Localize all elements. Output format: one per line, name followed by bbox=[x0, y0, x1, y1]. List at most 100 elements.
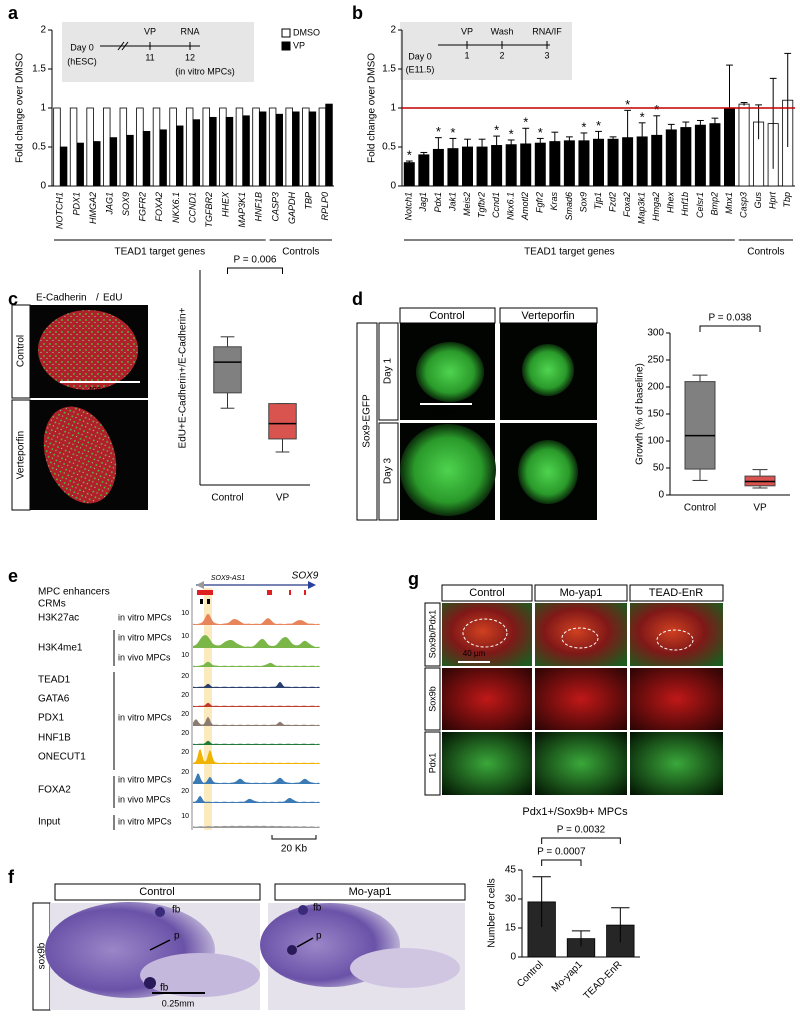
x-tick-label: Fzd2 bbox=[607, 192, 617, 212]
label: Sox9b/Pdx1 bbox=[427, 610, 437, 659]
timeline-label: Day 0 bbox=[70, 42, 94, 52]
bar bbox=[607, 138, 619, 187]
box bbox=[684, 381, 716, 470]
label: in vivo MPCs bbox=[118, 652, 171, 662]
bar bbox=[285, 107, 293, 187]
y-tick-label: 2 bbox=[40, 25, 46, 36]
x-tick-label: Celsr1 bbox=[695, 192, 705, 218]
label: fb bbox=[160, 983, 169, 994]
highlight bbox=[204, 588, 212, 830]
label: Control bbox=[16, 335, 27, 367]
bar bbox=[418, 154, 430, 187]
x-tick-label: Control bbox=[684, 503, 716, 514]
panel-letter: e bbox=[8, 566, 18, 586]
x-tick-label: Sox9 bbox=[578, 192, 588, 213]
crm bbox=[200, 599, 203, 604]
bar bbox=[192, 119, 201, 187]
bar bbox=[235, 107, 244, 187]
column-label-box bbox=[629, 584, 724, 602]
embryo bbox=[350, 948, 460, 988]
bar bbox=[185, 107, 194, 187]
significance-star: * bbox=[596, 118, 601, 133]
y-axis-label: Number of cells bbox=[487, 878, 498, 947]
explant bbox=[416, 342, 484, 402]
x-tick-label: HNF1B bbox=[254, 192, 264, 222]
x-tick-label: JAG1 bbox=[104, 192, 114, 216]
x-tick-label: Hprt bbox=[768, 192, 778, 210]
panel-letter: g bbox=[408, 569, 419, 589]
y-tick-label: 0 bbox=[390, 181, 396, 192]
timeline-break bbox=[121, 41, 129, 51]
bar bbox=[505, 144, 517, 187]
label: H3K27ac bbox=[38, 613, 79, 624]
label: in vitro MPCs bbox=[118, 816, 172, 826]
track-scale: 20 bbox=[181, 673, 189, 680]
label: Sox9b bbox=[427, 686, 437, 712]
label: MPC enhancers bbox=[38, 587, 110, 598]
y-tick-label: 2 bbox=[390, 25, 396, 36]
y-axis-label: Fold change over DMSO bbox=[15, 53, 26, 163]
signal-track bbox=[193, 773, 320, 784]
x-tick-label: Tjp1 bbox=[593, 192, 603, 210]
signal-track bbox=[193, 716, 320, 726]
track-scale: 20 bbox=[181, 769, 189, 776]
label: HNF1B bbox=[38, 733, 71, 744]
y-tick-label: 30 bbox=[505, 894, 517, 905]
significance-star: * bbox=[450, 125, 455, 140]
label: Control bbox=[429, 310, 464, 322]
micrograph bbox=[442, 668, 532, 730]
panel-letter: c bbox=[8, 289, 18, 309]
x-tick-label: Control bbox=[515, 959, 546, 990]
stain bbox=[155, 907, 165, 917]
x-tick-label: RPLP0 bbox=[320, 192, 330, 221]
bar bbox=[318, 107, 327, 187]
bar bbox=[109, 137, 118, 187]
bar bbox=[176, 125, 184, 187]
x-tick-label: CASP3 bbox=[270, 192, 280, 222]
x-tick-label: TGFBR2 bbox=[204, 192, 214, 228]
y-tick-label: 0 bbox=[40, 181, 46, 192]
bar bbox=[126, 134, 134, 187]
timeline-label: (hESC) bbox=[67, 56, 97, 66]
x-tick-label: FOXA2 bbox=[154, 192, 164, 222]
significance-star: * bbox=[436, 124, 441, 139]
label: H3K4me1 bbox=[38, 643, 83, 654]
x-tick-label: Hhex bbox=[666, 192, 676, 214]
timeline-label: (E11.5) bbox=[406, 64, 435, 74]
x-tick-label: SOX9 bbox=[121, 192, 131, 216]
outline bbox=[656, 629, 694, 651]
outline bbox=[561, 627, 599, 649]
bar bbox=[93, 141, 101, 187]
bar bbox=[302, 107, 310, 187]
x-tick-label: Smad6 bbox=[564, 192, 574, 221]
track-scale: 20 bbox=[181, 711, 189, 718]
label: in vitro MPCs bbox=[118, 712, 172, 722]
bar bbox=[159, 129, 167, 187]
y-tick-label: 45 bbox=[505, 865, 517, 876]
bar bbox=[142, 130, 151, 187]
x-tick-label: NKX6.1 bbox=[171, 192, 181, 223]
timeline-label: Day 0 bbox=[408, 51, 432, 61]
legend-label: DMSO bbox=[293, 27, 320, 37]
bar bbox=[59, 146, 68, 187]
bar bbox=[308, 111, 317, 187]
label: Sox9-EGFP bbox=[362, 394, 373, 448]
x-tick-label: Tbp bbox=[782, 192, 792, 208]
x-tick-label: VP bbox=[276, 493, 290, 504]
bar bbox=[709, 123, 721, 187]
bar bbox=[86, 107, 94, 187]
panel-letter: a bbox=[8, 3, 19, 23]
group-label: Controls bbox=[747, 247, 784, 258]
x-tick-label: Map3k1 bbox=[637, 192, 647, 224]
bar bbox=[268, 107, 277, 187]
track-scale: 10 bbox=[181, 652, 189, 659]
bar bbox=[76, 142, 84, 187]
label: Day 1 bbox=[383, 358, 394, 385]
label: TEAD-EnR bbox=[649, 587, 703, 599]
label: 400µm bbox=[88, 386, 113, 395]
box bbox=[268, 403, 297, 440]
label: E-Cadherin bbox=[36, 293, 87, 304]
bar bbox=[275, 113, 283, 187]
explant bbox=[522, 344, 574, 396]
